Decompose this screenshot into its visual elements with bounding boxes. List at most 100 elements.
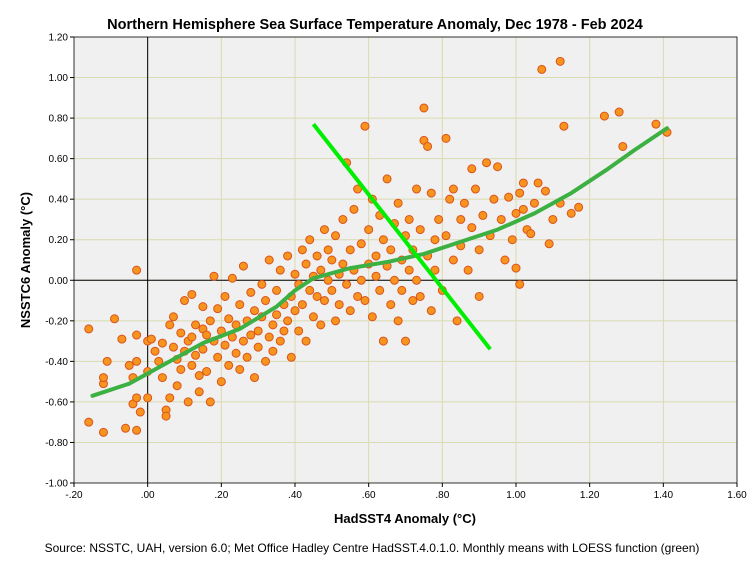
data-point (412, 275, 422, 285)
data-point (448, 255, 458, 265)
data-point (511, 263, 521, 273)
data-point (323, 245, 333, 255)
data-point (496, 214, 506, 224)
data-point (110, 314, 120, 324)
x-tick-label: 1.60 (727, 490, 747, 501)
data-point (172, 381, 182, 391)
data-point (474, 245, 484, 255)
source-note: Source: NSSTC, UAH, version 6.0; Met Off… (45, 541, 700, 555)
data-point (441, 133, 451, 143)
data-point (493, 162, 503, 172)
data-point (404, 265, 414, 275)
data-point (272, 285, 282, 295)
data-point (419, 103, 429, 113)
data-point (430, 265, 440, 275)
data-point (331, 231, 341, 241)
data-point (470, 184, 480, 194)
data-point (448, 184, 458, 194)
data-point (165, 393, 175, 403)
data-point (529, 198, 539, 208)
y-axis-ticks: -1.00 -0.80 -0.60 -0.40 -0.20 0.00 0.20 0.40 0.6… (45, 33, 74, 490)
data-point (249, 306, 259, 316)
data-point (415, 225, 425, 235)
data-point (599, 111, 609, 121)
y-tick-label: -1.00 (45, 479, 68, 490)
y-axis-title: NSSTC6 Anomaly (°C) (18, 192, 33, 328)
data-point (161, 411, 171, 421)
data-point (275, 336, 285, 346)
data-point (117, 334, 127, 344)
data-point (132, 330, 142, 340)
data-point (397, 285, 407, 295)
trend-lines (90, 122, 670, 398)
data-point (180, 296, 189, 306)
data-point (187, 289, 197, 299)
data-point (375, 285, 385, 295)
data-point (426, 306, 436, 316)
data-point (445, 194, 455, 204)
data-point (283, 316, 293, 326)
data-point (261, 296, 271, 306)
data-point (294, 326, 304, 336)
data-point (566, 208, 576, 218)
data-point (84, 417, 94, 427)
data-point (272, 310, 282, 320)
data-point (268, 320, 278, 330)
x-tick-label: 1.00 (506, 490, 526, 501)
x-tick-label: .40 (288, 490, 302, 501)
data-point (246, 287, 256, 297)
data-point (191, 320, 201, 330)
data-point (227, 273, 237, 283)
data-point (312, 291, 322, 301)
data-point (327, 285, 337, 295)
data-point (168, 342, 178, 352)
data-point (430, 235, 440, 245)
data-point (500, 255, 510, 265)
data-point (238, 336, 248, 346)
data-point (202, 330, 212, 340)
data-point (378, 336, 388, 346)
data-point (404, 214, 414, 224)
data-point (459, 198, 469, 208)
x-tick-label: .20 (214, 490, 228, 501)
data-point (157, 373, 167, 383)
data-point (323, 275, 333, 285)
data-point (327, 255, 337, 265)
data-point (331, 316, 341, 326)
data-point (393, 316, 403, 326)
data-point (264, 255, 274, 265)
data-point (301, 259, 311, 269)
data-point (187, 332, 197, 342)
cross-line (311, 122, 492, 351)
plot-frame (73, 36, 738, 484)
data-point (316, 265, 326, 275)
data-point (150, 346, 160, 356)
x-axis-title: HadSST4 Anomaly (°C) (334, 511, 476, 526)
data-point (246, 330, 256, 340)
data-point (408, 296, 418, 306)
data-point (412, 184, 422, 194)
data-point (574, 202, 584, 212)
data-point (386, 300, 396, 310)
data-point (353, 184, 363, 194)
data-point (290, 269, 300, 279)
x-tick-label: .60 (362, 490, 376, 501)
data-point (482, 158, 492, 168)
data-point (345, 245, 355, 255)
data-point (224, 314, 234, 324)
data-point (102, 356, 112, 366)
data-point (548, 214, 558, 224)
data-point (121, 423, 131, 433)
data-point (353, 291, 363, 301)
data-point (249, 373, 259, 383)
x-tick-label: .80 (435, 490, 449, 501)
data-point (231, 348, 241, 358)
data-point (489, 194, 499, 204)
data-point (165, 320, 175, 330)
y-tick-label: 0.40 (49, 195, 69, 206)
data-point (334, 300, 344, 310)
data-point (316, 320, 326, 330)
y-tick-label: 0.60 (49, 154, 69, 165)
data-point (426, 188, 436, 198)
data-point (308, 312, 318, 322)
